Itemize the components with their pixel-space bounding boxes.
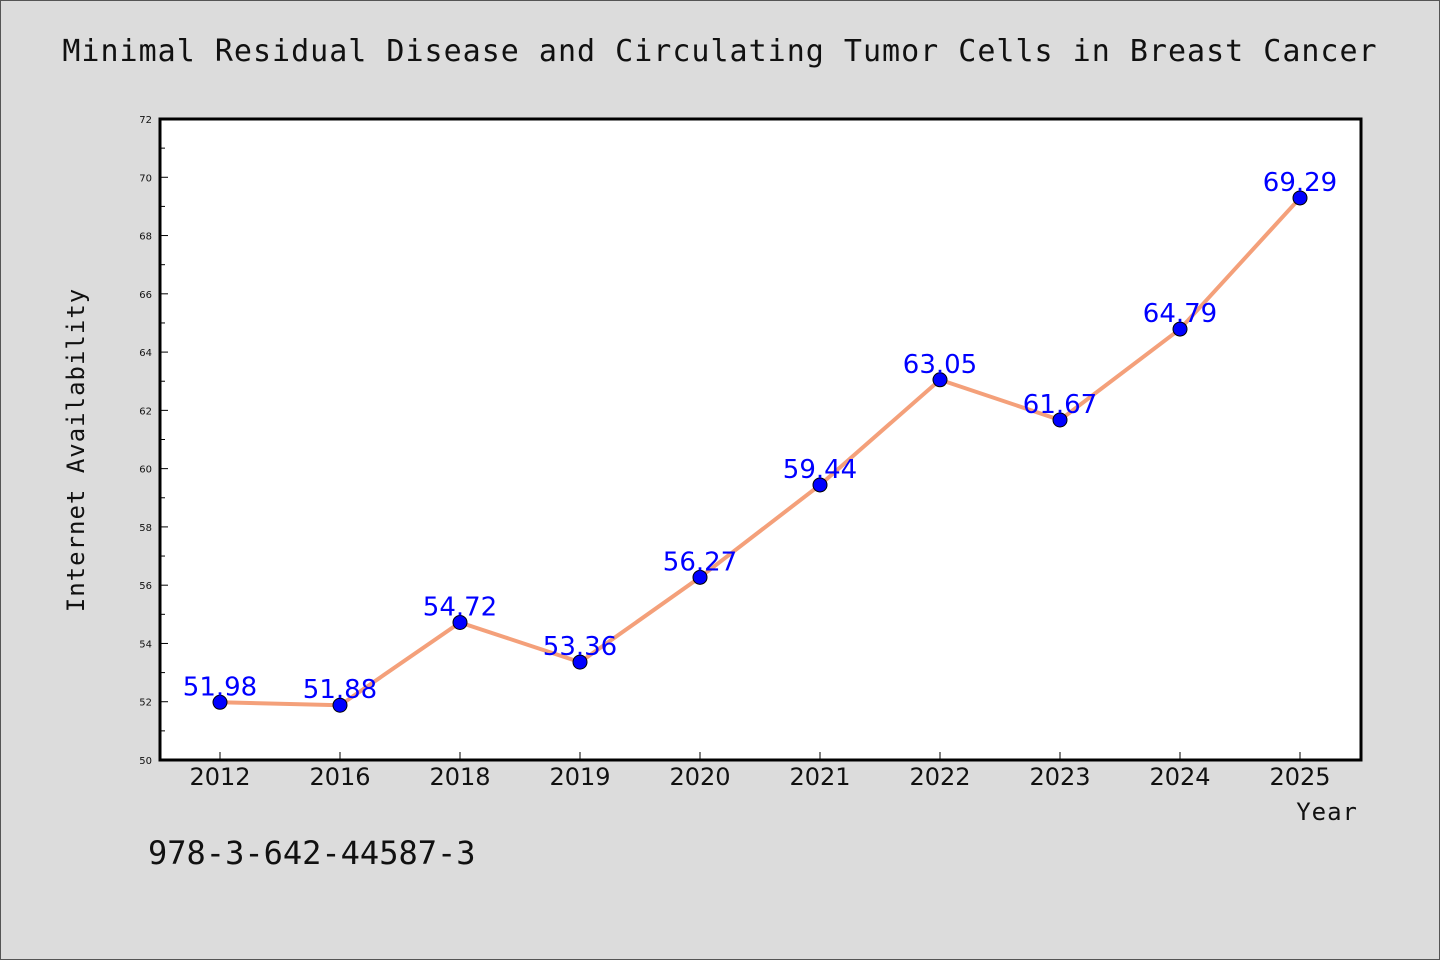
x-tick-label: 2023 [1029,763,1090,791]
data-label: 59.44 [783,455,857,485]
y-tick-label: 50 [139,756,152,767]
data-label: 69.29 [1263,168,1337,198]
y-axis-label: Internet Availability [62,288,90,612]
x-tick-label: 2019 [549,763,610,791]
chart-title: Minimal Residual Disease and Circulating… [62,34,1378,69]
data-labels: 51.98 51.88 54.72 53.36 56.27 59.44 63.05 61.67… [183,168,1337,705]
x-tick-label: 2025 [1269,763,1330,791]
data-point [452,614,468,630]
x-tick-label: 2018 [429,763,490,791]
footnote-isbn: 978-3-642-44587-3 [148,834,476,872]
data-label: 53.36 [543,632,617,662]
x-axis-ticks: 2012 2016 2018 2019 2020 2021 2022 2023 2024 2025 [189,752,1331,791]
plot-area [158,117,1363,762]
data-point [332,697,348,713]
y-axis-ticks: 50 52 54 56 58 60 62 64 66 68 70 72 [139,115,168,767]
x-tick-label: 2016 [309,763,370,791]
data-point [932,372,948,388]
y-tick-label: 60 [139,465,152,476]
data-point [1292,190,1308,206]
y-tick-label: 72 [139,115,152,126]
data-point [692,569,708,585]
data-point [212,694,228,710]
data-label: 51.98 [183,672,257,702]
data-label: 64.79 [1143,299,1217,329]
x-tick-label: 2022 [909,763,970,791]
x-axis-label: Year [1296,798,1358,826]
x-tick-label: 2024 [1149,763,1210,791]
x-tick-label: 2020 [669,763,730,791]
data-point [572,654,588,670]
data-label: 56.27 [663,547,737,577]
series-markers [212,190,1308,713]
y-tick-label: 54 [139,639,152,650]
series-line [219,196,1302,708]
data-label: 63.05 [903,350,977,380]
y-tick-label: 52 [139,698,152,709]
data-point [1052,412,1068,428]
data-label: 54.72 [423,592,497,622]
y-tick-label: 58 [139,523,152,534]
y-tick-label: 66 [139,290,152,301]
x-tick-label: 2012 [189,763,250,791]
data-label: 51.88 [303,675,377,705]
y-tick-label: 70 [139,173,152,184]
y-tick-label: 68 [139,232,152,243]
x-tick-label: 2021 [789,763,850,791]
y-tick-label: 62 [139,406,152,417]
y-tick-label: 64 [139,348,152,359]
y-tick-label: 56 [139,581,152,592]
data-point [1172,321,1188,337]
data-label: 61.67 [1023,390,1097,420]
data-point [812,477,828,493]
